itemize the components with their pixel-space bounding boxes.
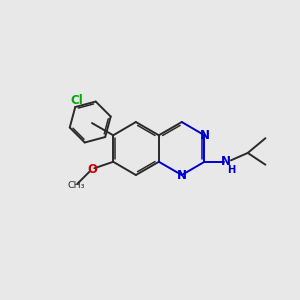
Text: H: H (227, 165, 235, 175)
Text: N: N (200, 129, 209, 142)
Text: N: N (177, 169, 187, 182)
Text: O: O (87, 163, 97, 176)
Text: N: N (221, 155, 231, 168)
Text: Cl: Cl (70, 94, 83, 107)
Text: CH₃: CH₃ (67, 181, 85, 190)
